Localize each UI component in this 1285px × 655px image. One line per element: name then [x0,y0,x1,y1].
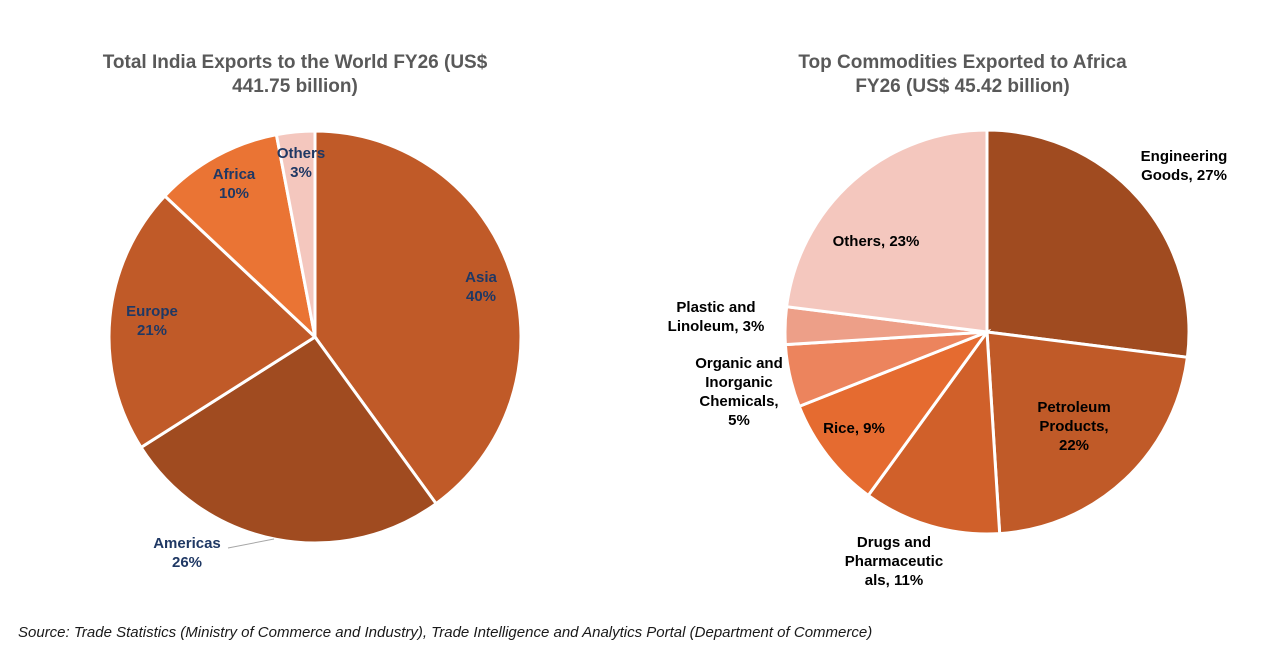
slice-label-others: Others, 23% [833,233,920,250]
chart-title-world-exports: Total India Exports to the World FY26 (U… [102,52,488,97]
pie-slice-americas [138,334,439,545]
slice-label-asia: Asia 40% [465,269,497,305]
slice-label-rice: Rice, 9% [823,420,885,437]
pie-slice-engineering-goods [985,128,1191,359]
slice-label-americas: Americas 26% [153,535,221,571]
pie-slice-africa [162,132,318,342]
americas-leader-line [227,538,275,549]
slice-label-petroleum-products: Petroleum Products, 22% [1037,399,1110,454]
pie-slice-asia [313,129,523,506]
pie-slice-rice [797,328,992,498]
pie-slice-others [274,129,317,338]
chart-title-africa-commodities: Top Commodities Exported to Africa FY26 … [798,52,1127,97]
slice-label-others: Others 3% [277,145,325,181]
slice-label-organic-and-inorganic-chemicals: Organic and Inorganic Chemicals, 5% [695,355,783,429]
slice-label-drugs-and-pharmaceuticals: Drugs and Pharmaceutic als, 11% [845,534,943,589]
source-note: Source: Trade Statistics (Ministry of Co… [18,624,873,641]
slice-label-europe: Europe 21% [126,303,178,339]
slice-label-plastic-and-linoleum: Plastic and Linoleum, 3% [668,299,765,335]
slice-label-engineering-goods: Engineering Goods, 27% [1141,148,1228,184]
pie-slice-petroleum-products [985,330,1190,536]
pie-slice-others [784,128,989,334]
pie-slice-drugs-and-pharmaceuticals [866,327,1002,536]
slice-label-africa: Africa 10% [213,166,256,202]
pie-slice-europe [107,193,318,450]
